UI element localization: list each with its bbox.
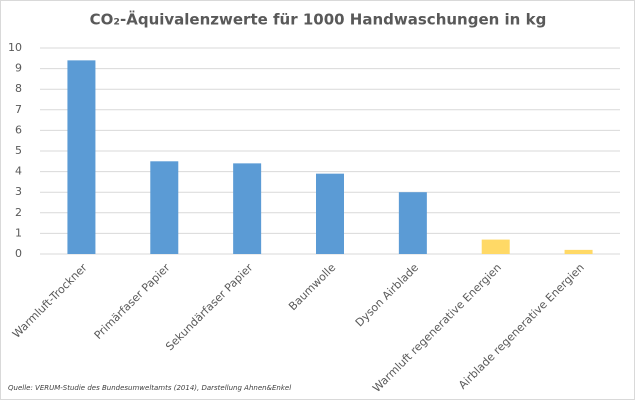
bar <box>233 163 262 254</box>
bar <box>481 239 510 254</box>
y-tick-label: 5 <box>15 144 22 157</box>
y-tick-label: 7 <box>15 103 22 116</box>
bar <box>564 249 593 254</box>
y-tick-label: 6 <box>15 123 22 136</box>
y-tick-label: 2 <box>15 206 22 219</box>
y-tick-label: 3 <box>15 185 22 198</box>
source-note: Quelle: VERUM-Studie des Bundesumweltamt… <box>8 384 291 392</box>
bar <box>67 60 96 254</box>
bar <box>150 161 179 254</box>
y-tick-label: 4 <box>15 165 22 178</box>
bar <box>316 173 344 254</box>
bar <box>398 192 427 254</box>
y-tick-label: 10 <box>8 41 22 54</box>
y-tick-label: 0 <box>15 247 22 260</box>
chart-title: CO₂-Äquivalenzwerte für 1000 Handwaschun… <box>90 10 547 29</box>
y-tick-label: 9 <box>15 62 22 75</box>
y-tick-label: 1 <box>15 226 22 239</box>
y-tick-label: 8 <box>15 82 22 95</box>
